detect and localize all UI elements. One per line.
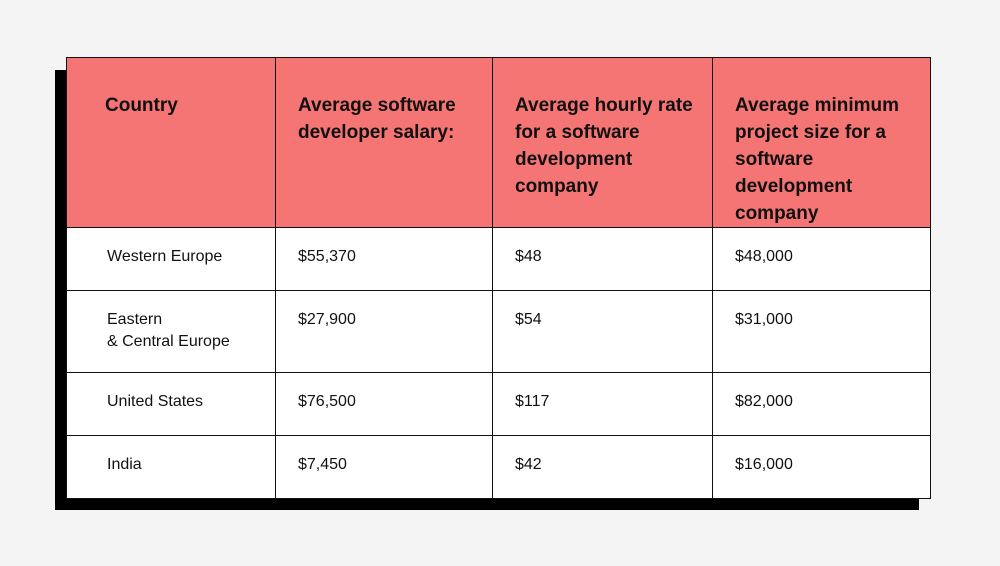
table-row: United States $76,500 $117 $82,000 — [66, 372, 931, 437]
country-name-line-2: & Central Europe — [107, 332, 230, 350]
header-developer-salary: Average software developer salary: — [275, 57, 493, 228]
country-name: India — [107, 456, 142, 474]
country-name: United States — [107, 393, 204, 411]
country-name-line-1: Eastern — [107, 310, 163, 328]
cost-comparison-table: Country Average software developer salar… — [66, 57, 931, 499]
hourly-rate-cell: $54 — [492, 289, 713, 374]
hourly-rate-cell: $48 — [492, 227, 713, 291]
salary-cell: $55,370 — [275, 227, 493, 291]
table-row: Eastern & Central Europe $27,900 $54 $31… — [66, 289, 931, 374]
country-cell: Western Europe — [66, 227, 276, 291]
min-project-cell: $48,000 — [712, 227, 931, 291]
country-cell: India — [66, 435, 276, 499]
salary-cell: $76,500 — [275, 372, 493, 437]
country-cell: Eastern & Central Europe — [66, 289, 276, 374]
salary-cell: $7,450 — [275, 435, 493, 499]
header-country: Country — [66, 57, 276, 228]
country-cell: United States — [66, 372, 276, 437]
table-header-row: Country Average software developer salar… — [66, 57, 931, 228]
table-row: Western Europe $55,370 $48 $48,000 — [66, 227, 931, 291]
header-hourly-rate: Average hourly rate for a software devel… — [492, 57, 713, 228]
salary-cell: $27,900 — [275, 289, 493, 374]
header-min-project-size: Average minimum project size for a softw… — [712, 57, 931, 228]
min-project-cell: $16,000 — [712, 435, 931, 499]
country-name: Western Europe — [107, 248, 223, 265]
hourly-rate-cell: $117 — [492, 372, 713, 437]
min-project-cell: $31,000 — [712, 289, 931, 374]
hourly-rate-cell: $42 — [492, 435, 713, 499]
table-row: India $7,450 $42 $16,000 — [66, 435, 931, 499]
min-project-cell: $82,000 — [712, 372, 931, 437]
